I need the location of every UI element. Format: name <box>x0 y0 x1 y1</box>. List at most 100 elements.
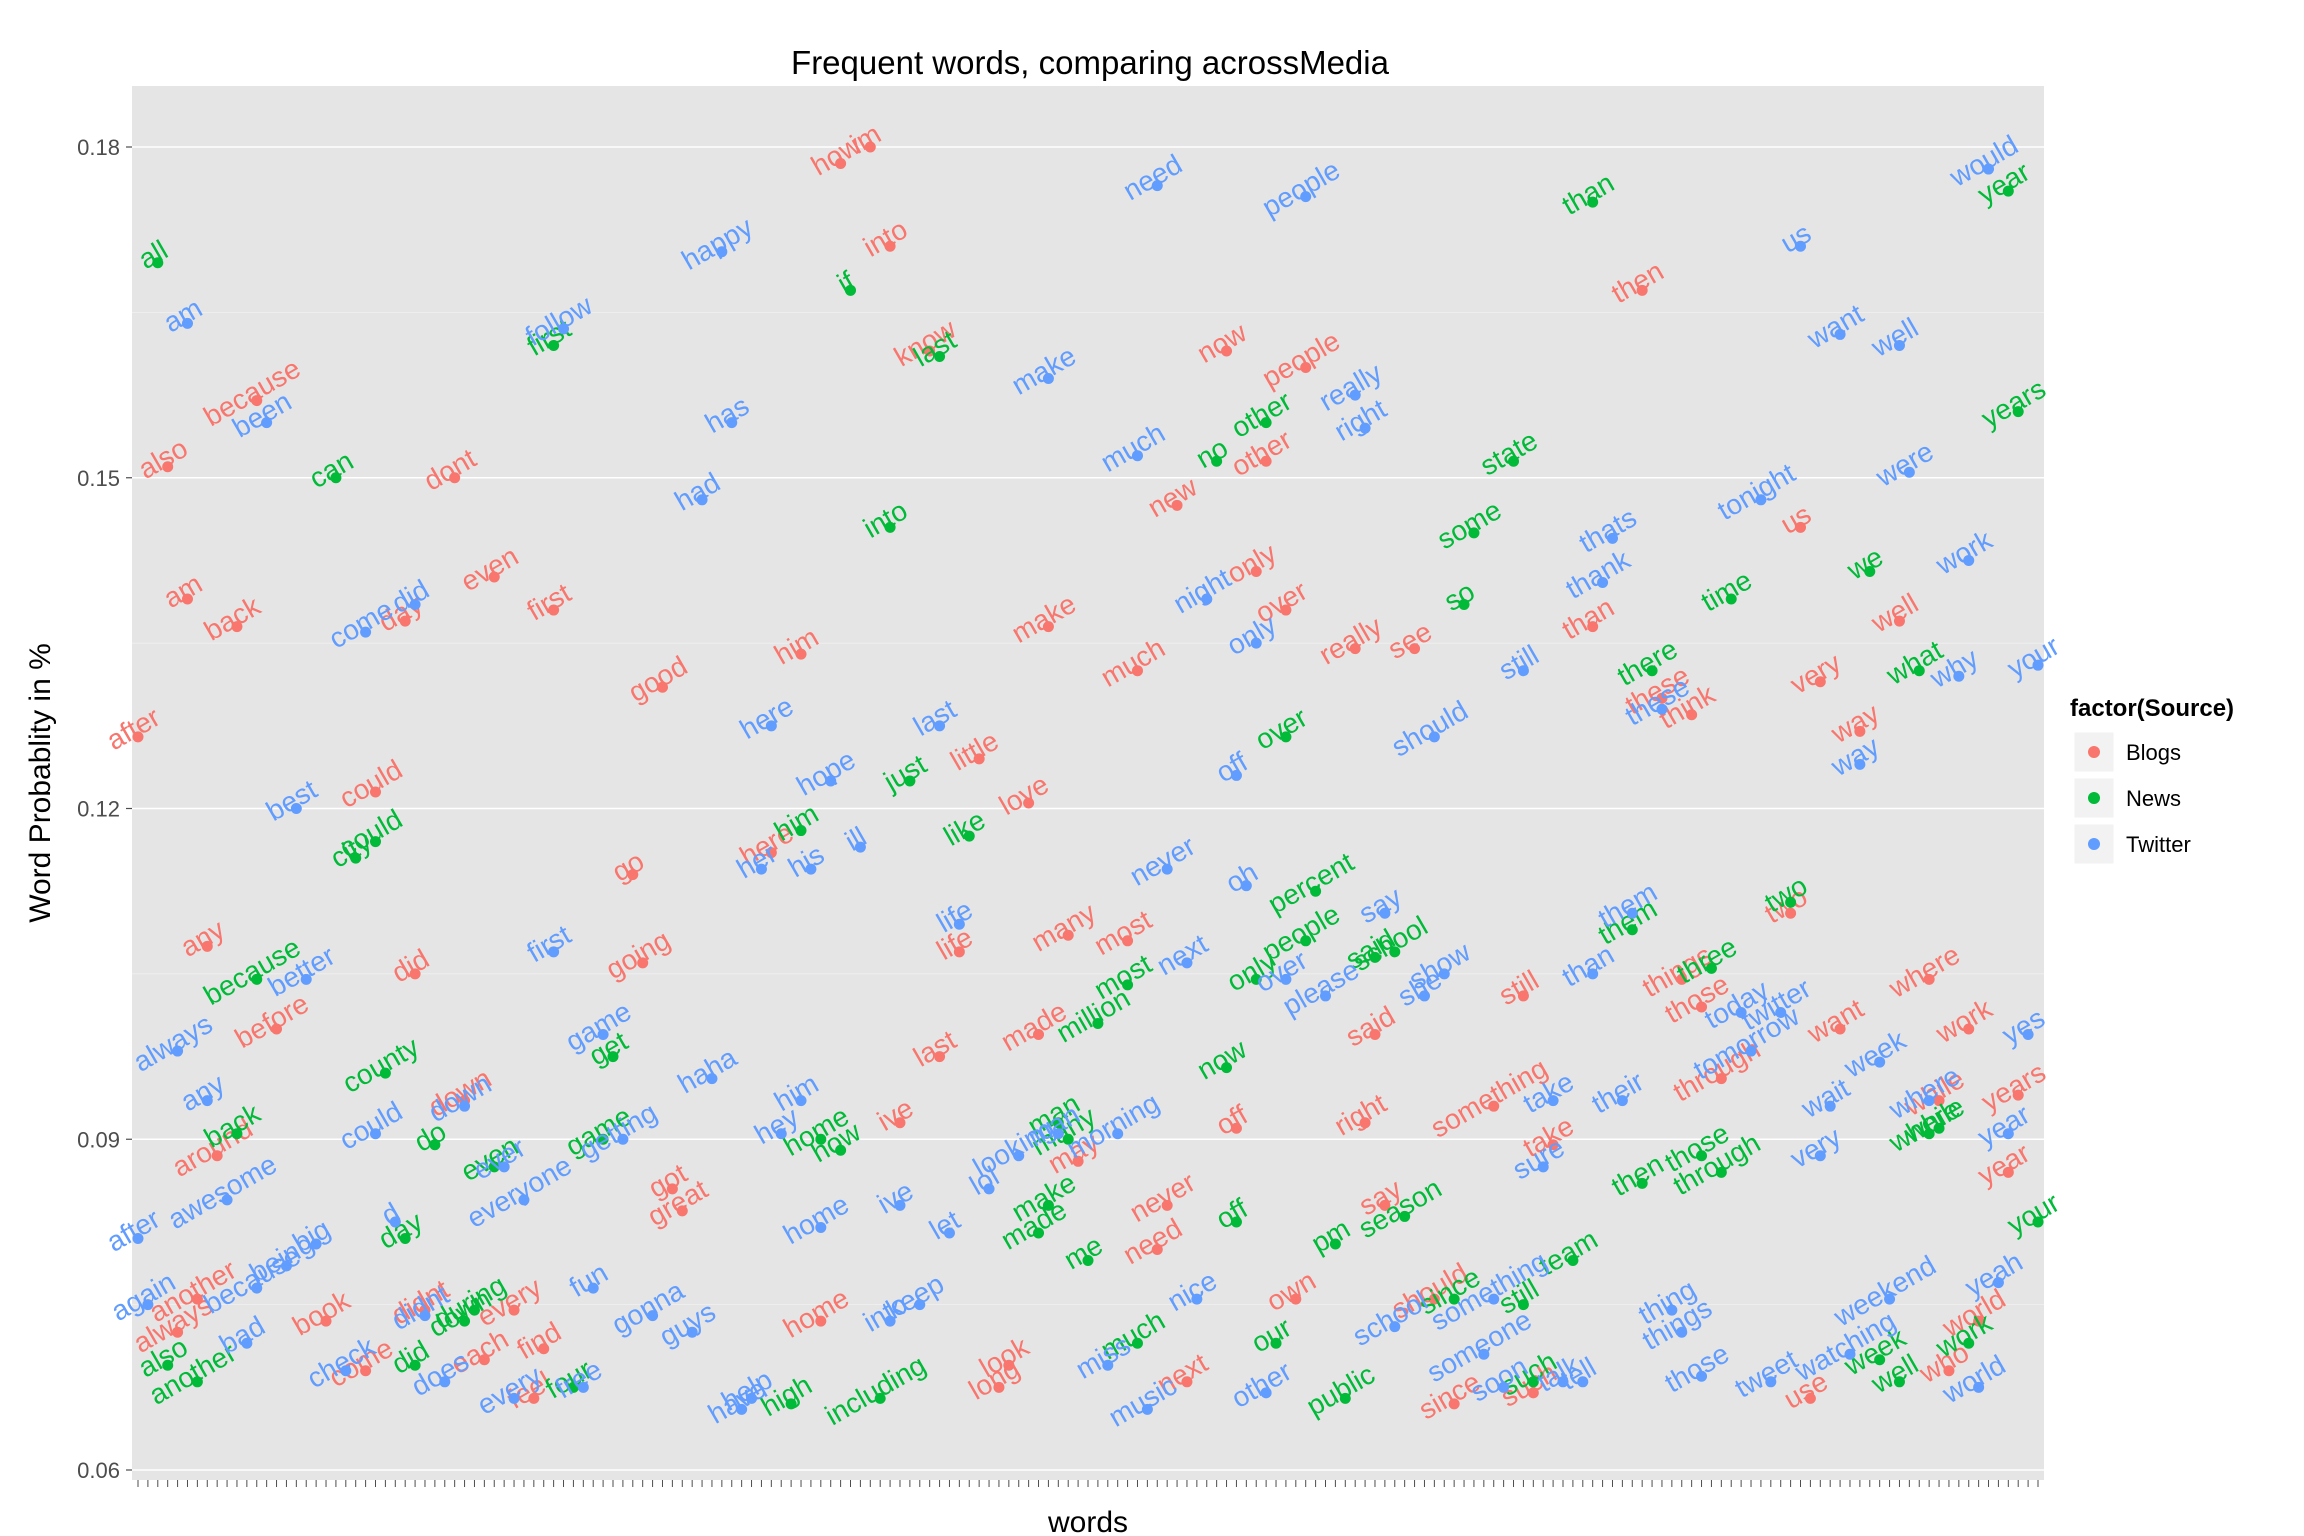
data-point <box>1409 643 1421 655</box>
data-point <box>577 1381 589 1393</box>
data-point <box>1795 521 1806 533</box>
data-point <box>1577 1376 1589 1388</box>
data-point <box>1230 1216 1242 1228</box>
data-point <box>132 731 144 743</box>
data-point <box>1230 769 1242 781</box>
data-point <box>1458 599 1470 611</box>
data-point <box>1250 565 1262 577</box>
data-point <box>1211 455 1223 467</box>
data-point <box>1874 1056 1886 1068</box>
data-point <box>1923 1128 1935 1140</box>
data-point <box>1765 1376 1777 1388</box>
data-point <box>1300 191 1312 203</box>
data-point <box>1290 1293 1302 1305</box>
data-point <box>1992 1277 2004 1289</box>
data-point <box>1715 1073 1727 1085</box>
data-point <box>785 1398 797 1410</box>
data-point <box>459 1315 471 1327</box>
data-point <box>587 1282 599 1294</box>
data-point <box>1933 1095 1945 1107</box>
data-point <box>142 1299 154 1311</box>
data-point <box>1963 554 1975 566</box>
data-point <box>874 1392 886 1404</box>
data-point <box>1498 1381 1510 1393</box>
data-point <box>775 1128 787 1140</box>
data-point <box>191 1293 203 1305</box>
data-point <box>2032 1216 2044 1228</box>
data-point <box>1428 731 1440 743</box>
data-point <box>191 1376 203 1388</box>
data-point <box>607 1051 619 1063</box>
data-point <box>1102 1359 1114 1371</box>
x-axis <box>137 1480 2039 1487</box>
data-point <box>379 1067 391 1079</box>
data-point <box>1884 1293 1896 1305</box>
data-point <box>795 825 807 837</box>
data-point <box>439 1376 451 1388</box>
data-point <box>765 847 777 859</box>
data-point <box>1300 935 1312 947</box>
data-point <box>1517 990 1529 1002</box>
data-point <box>943 1227 955 1239</box>
data-point <box>1122 935 1134 947</box>
data-point <box>1260 417 1272 429</box>
data-point <box>1141 1403 1153 1415</box>
data-point <box>1191 1293 1203 1305</box>
data-point <box>1310 885 1322 897</box>
data-point <box>548 946 560 958</box>
legend-swatch <box>2088 792 2100 804</box>
data-point <box>1042 373 1054 385</box>
data-point <box>2002 1128 2014 1140</box>
data-point <box>1320 990 1331 1002</box>
data-point <box>1072 1155 1084 1167</box>
data-point <box>1023 797 1035 809</box>
data-point <box>1230 1122 1242 1134</box>
data-point <box>251 973 263 985</box>
data-point <box>1903 466 1915 478</box>
data-point <box>399 615 411 627</box>
data-point <box>726 417 738 429</box>
data-point <box>1181 957 1193 969</box>
data-point <box>1963 1337 1975 1349</box>
data-point <box>746 1392 758 1404</box>
data-point <box>271 1023 283 1035</box>
data-point <box>1240 880 1252 892</box>
data-point <box>597 1133 609 1145</box>
data-point <box>1428 1293 1440 1305</box>
data-point <box>736 1403 748 1415</box>
data-point <box>251 1282 263 1294</box>
data-point <box>1973 1315 1985 1327</box>
data-point <box>825 775 837 787</box>
data-point <box>1517 665 1529 677</box>
data-point <box>449 472 461 484</box>
data-point <box>1963 1023 1975 1035</box>
data-point <box>1636 1177 1648 1189</box>
data-point <box>1715 1166 1727 1178</box>
data-point <box>1221 1062 1233 1074</box>
data-point <box>1389 946 1401 958</box>
data-point <box>1587 968 1599 980</box>
data-point <box>389 1216 401 1228</box>
data-point <box>864 141 876 153</box>
y-tick-label: 0.12 <box>77 797 120 822</box>
data-point <box>1527 1387 1539 1399</box>
data-point <box>1052 1117 1064 1129</box>
data-point <box>1676 973 1688 985</box>
data-point <box>1775 1006 1787 1018</box>
data-point <box>429 1139 441 1151</box>
data-point <box>1834 1023 1846 1035</box>
data-point <box>162 1359 174 1371</box>
y-tick-label: 0.06 <box>77 1458 120 1483</box>
data-point <box>498 1161 510 1173</box>
data-point <box>1923 973 1935 985</box>
data-point <box>1705 962 1717 974</box>
data-point <box>1033 1029 1045 1041</box>
data-point <box>1131 665 1143 677</box>
data-point <box>399 1232 411 1244</box>
data-point <box>538 1343 550 1355</box>
data-point <box>201 940 213 952</box>
data-point <box>1597 576 1609 588</box>
data-point <box>1953 670 1965 682</box>
data-point <box>409 599 421 611</box>
